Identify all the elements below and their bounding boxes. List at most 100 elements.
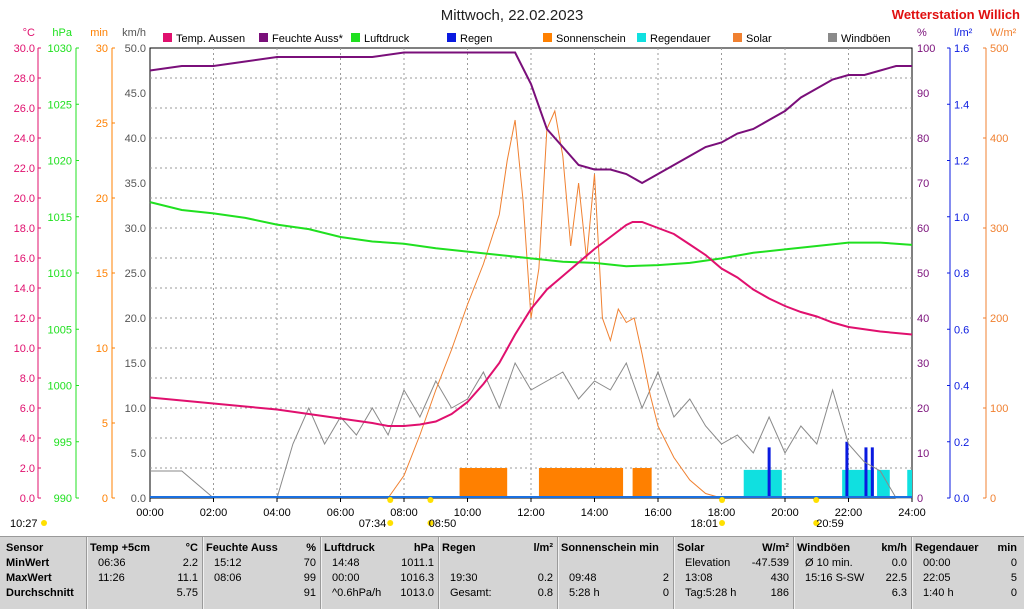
x-tick-label: 20:00 — [771, 507, 799, 519]
stats-cell: 14:48 1011.1 — [324, 556, 438, 571]
rain-bar — [870, 447, 874, 498]
axis-tick-label: 995 — [54, 437, 72, 449]
stats-separator — [86, 537, 88, 609]
stats-cell: 6.3 — [797, 586, 911, 601]
x-tick-label: 00:00 — [136, 507, 164, 519]
stats-column-title: Temp +5cm — [90, 542, 151, 554]
stats-column: Regendauer min 00:00 0 22:05 5 1:40 h 0 — [915, 537, 1021, 609]
axis-tick-label: 80 — [917, 133, 929, 145]
axis-tick-label: 1010 — [48, 268, 72, 280]
left-axes: °C 30.0 28.0 26.0 24.0 22.0 20.0 18.0 16.0 14.0 12… — [14, 27, 153, 505]
stats-column-header: Luftdruck hPa — [324, 541, 438, 556]
stats-cell-label: 11:26 — [98, 572, 125, 584]
legend-label: Feuchte Auss* — [272, 33, 344, 45]
wind-gust-line — [150, 361, 912, 499]
stats-cell-label: 5:28 h — [569, 587, 600, 599]
legend-swatch — [637, 33, 646, 42]
axis-tick-label: 6.0 — [20, 403, 35, 415]
axis-tick-label: 40 — [917, 313, 929, 325]
stats-column-header: Regen l/m² — [442, 541, 557, 556]
x-tick-label: 16:00 — [644, 507, 672, 519]
stats-cell: 1:40 h 0 — [915, 586, 1021, 601]
axis-tick-label: 0.2 — [954, 437, 969, 449]
axis-tick-label: 100 — [990, 403, 1008, 415]
axis-tick-label: 90 — [917, 88, 929, 100]
stats-separator — [438, 537, 440, 609]
axis-tick-label: 45.0 — [125, 88, 146, 100]
stats-cell: 09:48 2 — [561, 571, 673, 586]
axis-tick-label: 30 — [917, 358, 929, 370]
sun-marker — [387, 520, 394, 526]
axis-tick-label: 25 — [96, 118, 108, 130]
axis-tick-label: 16.0 — [14, 253, 35, 265]
axis-tick-label: 35.0 — [125, 178, 146, 190]
legend-swatch — [828, 33, 837, 42]
axis-tick-label: 70 — [917, 178, 929, 190]
x-tick-label: 22:00 — [835, 507, 863, 519]
stats-cell-label: 09:48 — [569, 572, 597, 584]
stats-cell-value: 430 — [770, 572, 789, 584]
axis-tick-label: 10 — [917, 448, 929, 460]
x-tick-label: 06:00 — [327, 507, 355, 519]
stats-cell-label: Ø 10 min. — [805, 557, 853, 569]
stats-cell — [561, 556, 673, 571]
axis-tick-label: 0 — [102, 493, 108, 505]
stats-separator — [557, 537, 559, 609]
rain-bar — [864, 447, 868, 498]
stats-cell-value: 5 — [1010, 572, 1017, 584]
axis-tick-label: 1005 — [48, 324, 72, 336]
axis-unit: l/m² — [954, 27, 973, 39]
stats-cell-label: 00:00 — [332, 572, 360, 584]
axis-tick-label: 40.0 — [125, 133, 146, 145]
stats-row-label: Durchschnitt — [6, 587, 74, 599]
stats-cell: Ø 10 min. 0.0 — [797, 556, 911, 571]
stats-cell-value: 5.75 — [176, 587, 198, 599]
stats-column-unit: hPa — [413, 542, 434, 554]
legend-label: Temp. Aussen — [176, 33, 245, 45]
stats-column-title: Regendauer — [915, 542, 979, 554]
sun-marker — [719, 520, 726, 526]
legend-swatch — [733, 33, 742, 42]
axis-tick-label: 400 — [990, 133, 1008, 145]
rain-duration-bar — [743, 469, 782, 498]
plot-area — [149, 47, 913, 499]
stats-column-unit: W/m² — [762, 542, 789, 554]
time-axis: 00:00 02:00 04:00 06:00 08:00 10:00 12:00 14:00… — [10, 497, 926, 530]
axis-tick-label: 18.0 — [14, 223, 35, 235]
axis-tick-label: 26.0 — [14, 103, 35, 115]
axis-tick-label: 28.0 — [14, 73, 35, 85]
x-tick-label: 08:00 — [390, 507, 418, 519]
stats-cell-label: Gesamt: — [450, 587, 492, 599]
chart-legend: Temp. Aussen Feuchte Auss* Luftdruck Regen S… — [163, 33, 891, 45]
axis-tick-label: 1020 — [48, 156, 72, 168]
stats-cell-value: 0 — [662, 587, 669, 599]
stats-separator — [673, 537, 675, 609]
rain-bar — [767, 447, 771, 498]
stats-column-header: Temp +5cm °C — [90, 541, 202, 556]
stats-column-unit: °C — [185, 542, 198, 554]
temperature-line — [149, 221, 913, 427]
stats-cell — [442, 556, 557, 571]
axis-tick-label: 25.0 — [125, 268, 146, 280]
station-brand: Wetterstation Willich — [892, 7, 1020, 22]
axis-tick-label: 15 — [96, 268, 108, 280]
x-tick-label: 14:00 — [581, 507, 609, 519]
sun-marker — [719, 497, 726, 503]
axis-tick-label: 24.0 — [14, 133, 35, 145]
stats-row-labels: Sensor MinWert MaxWert Durchschnitt — [6, 537, 84, 609]
axis-tick-label: 5.0 — [131, 448, 146, 460]
stats-column: Sonnenschein min 09:48 2 5:28 h 0 — [561, 537, 673, 609]
axis-tick-label: 50 — [917, 268, 929, 280]
stats-cell: 15:12 70 — [206, 556, 320, 571]
axis-tick-label: 12.0 — [14, 313, 35, 325]
stats-cell: 11:26 11.1 — [90, 571, 202, 586]
moon-marker — [41, 520, 47, 526]
axis-tick-label: 15.0 — [125, 358, 146, 370]
legend-swatch — [163, 33, 172, 42]
stats-cell-value: -47.539 — [751, 557, 789, 569]
legend-swatch — [351, 33, 360, 42]
axis-tick-label: 1015 — [48, 212, 72, 224]
axis-tick-label: 0.0 — [954, 493, 969, 505]
stats-cell: 91 — [206, 586, 320, 601]
axis-tick-label: 20.0 — [125, 313, 146, 325]
